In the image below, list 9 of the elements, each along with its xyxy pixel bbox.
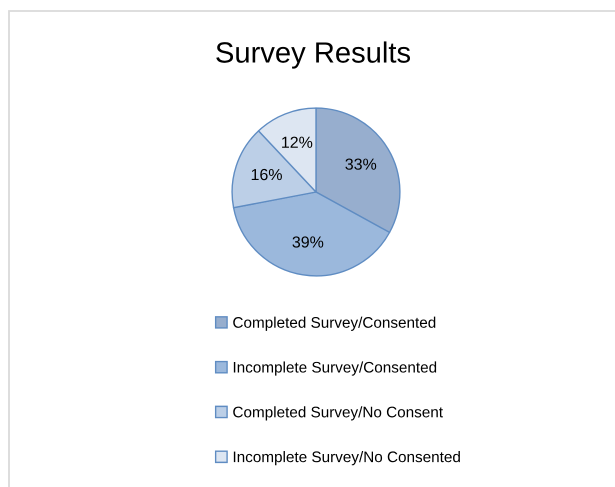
data-label: 16% [252,168,282,180]
data-label: 12% [282,136,312,148]
data-label: 33% [345,158,376,170]
legend-label: Completed Survey/No Consent [233,406,443,420]
legend-label: Incomplete Survey/No Consented [234,451,460,466]
data-label: 39% [292,236,324,248]
legend-label: Incomplete Survey/Consented [234,361,436,376]
legend-label: Completed Survey/Consented [233,316,436,331]
chart-title: Survey Results [216,41,410,69]
